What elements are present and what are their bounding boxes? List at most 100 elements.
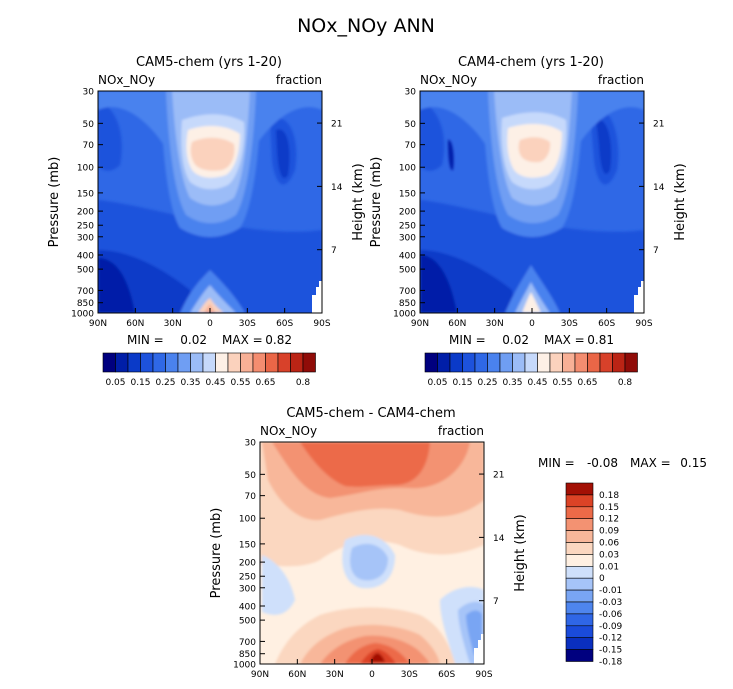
x-tick-label: 90N xyxy=(411,319,429,329)
min-value: -0.08 xyxy=(587,456,618,470)
colorbar-swatch xyxy=(549,352,563,373)
y2-tick-label: 14 xyxy=(331,183,343,193)
colorbar-swatch xyxy=(565,542,594,555)
min-value: 0.02 xyxy=(502,333,529,347)
y-tick-label: 1000 xyxy=(393,310,416,320)
x-tick-label: 30S xyxy=(401,670,418,680)
colorbar-swatch xyxy=(190,352,204,373)
y-tick-label: 500 xyxy=(399,266,416,276)
height-axis: 7 14 21 xyxy=(479,471,505,607)
y2-axis-label: Height (km) xyxy=(673,163,688,240)
colorbar-swatch xyxy=(565,554,594,567)
y-tick-label: 50 xyxy=(83,120,95,130)
y-tick-label: 400 xyxy=(77,251,94,261)
x-tick-label: 0 xyxy=(529,319,535,329)
colorbar-swatch xyxy=(565,530,594,543)
latitude-axis: 90N 60N 30N 0 30S 60S 90S xyxy=(251,659,493,680)
colorbar-label: -0.06 xyxy=(599,610,623,620)
colorbar-swatch xyxy=(587,352,601,373)
y2-tick-label: 7 xyxy=(653,246,659,256)
colorbar-label: 0.25 xyxy=(155,378,175,388)
colorbar-swatch xyxy=(562,352,576,373)
y-tick-label: 300 xyxy=(399,233,416,243)
colorbar-swatch xyxy=(565,613,594,627)
colorbar-label: 0 xyxy=(599,574,605,584)
colorbar-swatch xyxy=(565,565,594,579)
colorbar-swatch xyxy=(565,518,594,531)
y-tick-label: 300 xyxy=(239,584,256,594)
colorbar-swatch xyxy=(612,352,626,373)
panel-title: CAM5-chem (yrs 1-20) xyxy=(136,55,282,70)
colorbar-label: 0.06 xyxy=(599,539,619,549)
variable-label: NOx_NOy xyxy=(420,73,477,87)
panel-cam4: CAM4-chem (yrs 1-20) NOx_NOy fraction xyxy=(369,55,688,388)
y-tick-label: 850 xyxy=(77,299,94,309)
max-value: 0.81 xyxy=(587,333,614,347)
colorbar-label: 0.03 xyxy=(599,550,619,560)
x-tick-label: 30N xyxy=(486,319,504,329)
y-axis-label: Pressure (mb) xyxy=(47,157,62,248)
x-tick-label: 60N xyxy=(288,670,306,680)
colorbar-label: 0.01 xyxy=(599,562,619,572)
colorbar-swatch xyxy=(565,482,594,496)
y-tick-label: 200 xyxy=(77,208,94,218)
units-label: fraction xyxy=(598,73,644,87)
colorbar-swatch xyxy=(265,352,279,373)
x-tick-label: 90S xyxy=(635,319,652,329)
y-tick-label: 700 xyxy=(77,287,94,297)
x-tick-label: 30N xyxy=(326,670,344,680)
colorbar-swatch xyxy=(102,352,116,373)
colorbar: 0.05 0.15 0.25 0.35 0.45 0.55 0.65 0.8 xyxy=(102,352,316,388)
colorbar-swatch xyxy=(487,352,501,373)
x-tick-label: 30S xyxy=(561,319,578,329)
y-tick-label: 150 xyxy=(77,189,94,199)
colorbar-label: 0.25 xyxy=(477,378,497,388)
x-tick-label: 60N xyxy=(126,319,144,329)
y-tick-label: 70 xyxy=(405,141,417,151)
colorbar-label: 0.35 xyxy=(180,378,200,388)
units-label: fraction xyxy=(276,73,322,87)
x-tick-label: 60S xyxy=(598,319,615,329)
y-tick-label: 400 xyxy=(239,602,256,612)
colorbar-swatch xyxy=(512,352,526,373)
colorbar-label: 0.35 xyxy=(502,378,522,388)
y2-axis-label: Height (km) xyxy=(513,514,528,591)
colorbar-label: -0.12 xyxy=(599,634,622,644)
colorbar-label: 0.65 xyxy=(255,378,275,388)
x-tick-label: 30S xyxy=(239,319,256,329)
y-tick-label: 150 xyxy=(239,540,256,550)
y2-tick-label: 21 xyxy=(331,120,342,130)
colorbar-swatch xyxy=(599,352,613,373)
colorbar-label: -0.15 xyxy=(599,646,622,656)
max-value: 0.15 xyxy=(680,456,707,470)
y2-tick-label: 21 xyxy=(493,471,504,481)
colorbar-swatch xyxy=(574,352,588,373)
height-axis: 7 14 21 xyxy=(639,120,665,256)
contour-field xyxy=(420,91,644,313)
colorbar-swatch xyxy=(290,352,304,373)
colorbar-swatch xyxy=(565,577,594,591)
x-tick-label: 60S xyxy=(438,670,455,680)
min-label: MIN = xyxy=(127,333,164,347)
y-tick-label: 30 xyxy=(83,88,95,98)
y2-tick-label: 7 xyxy=(493,597,499,607)
colorbar-swatch xyxy=(227,352,241,373)
panel-title: CAM4-chem (yrs 1-20) xyxy=(458,55,604,70)
y-tick-label: 850 xyxy=(399,299,416,309)
colorbar-label: -0.09 xyxy=(599,622,623,632)
latitude-axis: 90N 60N 30N 0 30S 60S 90S xyxy=(411,308,653,329)
y-tick-label: 100 xyxy=(239,515,256,525)
y-tick-label: 50 xyxy=(405,120,417,130)
panel-difference: CAM5-chem - CAM4-chem NOx_NOy fraction xyxy=(209,406,707,680)
min-label: MIN = xyxy=(538,456,575,470)
x-tick-label: 60N xyxy=(448,319,466,329)
y-tick-label: 500 xyxy=(239,617,256,627)
y-tick-label: 100 xyxy=(77,164,94,174)
colorbar-label: 0.18 xyxy=(599,491,619,501)
colorbar-swatch xyxy=(565,494,594,508)
colorbar-label: -0.18 xyxy=(599,658,623,668)
colorbar-swatch xyxy=(177,352,191,373)
colorbar-vertical: 0.18 0.15 0.12 0.09 0.060.03 0.01 0 -0.01 -0.03 -… xyxy=(565,482,623,668)
